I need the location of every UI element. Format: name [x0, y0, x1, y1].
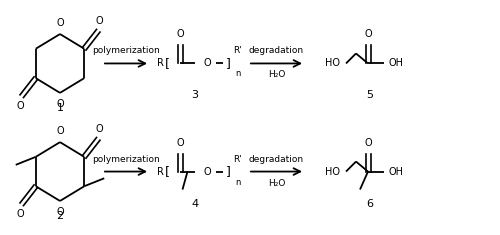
Text: O: O	[364, 137, 372, 148]
Text: 5: 5	[366, 90, 374, 100]
Text: n: n	[236, 70, 240, 78]
Text: [: [	[164, 57, 170, 70]
Text: O: O	[364, 29, 372, 39]
Text: O: O	[176, 29, 184, 39]
Text: HO: HO	[324, 167, 340, 176]
Text: O: O	[17, 101, 24, 111]
Text: n: n	[236, 178, 240, 187]
Text: O: O	[56, 126, 64, 136]
Text: H₂O: H₂O	[268, 179, 285, 188]
Text: O: O	[203, 167, 211, 176]
Text: O: O	[176, 137, 184, 148]
Text: OH: OH	[388, 59, 404, 68]
Text: [: [	[164, 165, 170, 178]
Text: O: O	[96, 16, 103, 26]
Text: R: R	[157, 59, 164, 68]
Text: O: O	[56, 18, 64, 28]
Text: O: O	[96, 124, 103, 134]
Text: degradation: degradation	[249, 155, 304, 164]
Text: polymerization: polymerization	[92, 155, 160, 164]
Text: O: O	[203, 59, 211, 68]
Text: O: O	[56, 99, 64, 109]
Text: O: O	[17, 209, 24, 219]
Text: R': R'	[234, 155, 242, 164]
Text: OH: OH	[388, 167, 404, 176]
Text: polymerization: polymerization	[92, 47, 160, 55]
Text: R': R'	[234, 47, 242, 55]
Text: O: O	[56, 207, 64, 217]
Text: degradation: degradation	[249, 47, 304, 55]
Text: 1: 1	[56, 103, 64, 113]
Text: H₂O: H₂O	[268, 70, 285, 79]
Text: R: R	[157, 167, 164, 176]
Text: 4: 4	[192, 199, 198, 208]
Text: ]: ]	[226, 57, 230, 70]
Text: 2: 2	[56, 211, 64, 221]
Text: ]: ]	[226, 165, 230, 178]
Text: 6: 6	[366, 199, 374, 208]
Text: 3: 3	[192, 90, 198, 100]
Text: HO: HO	[324, 59, 340, 68]
